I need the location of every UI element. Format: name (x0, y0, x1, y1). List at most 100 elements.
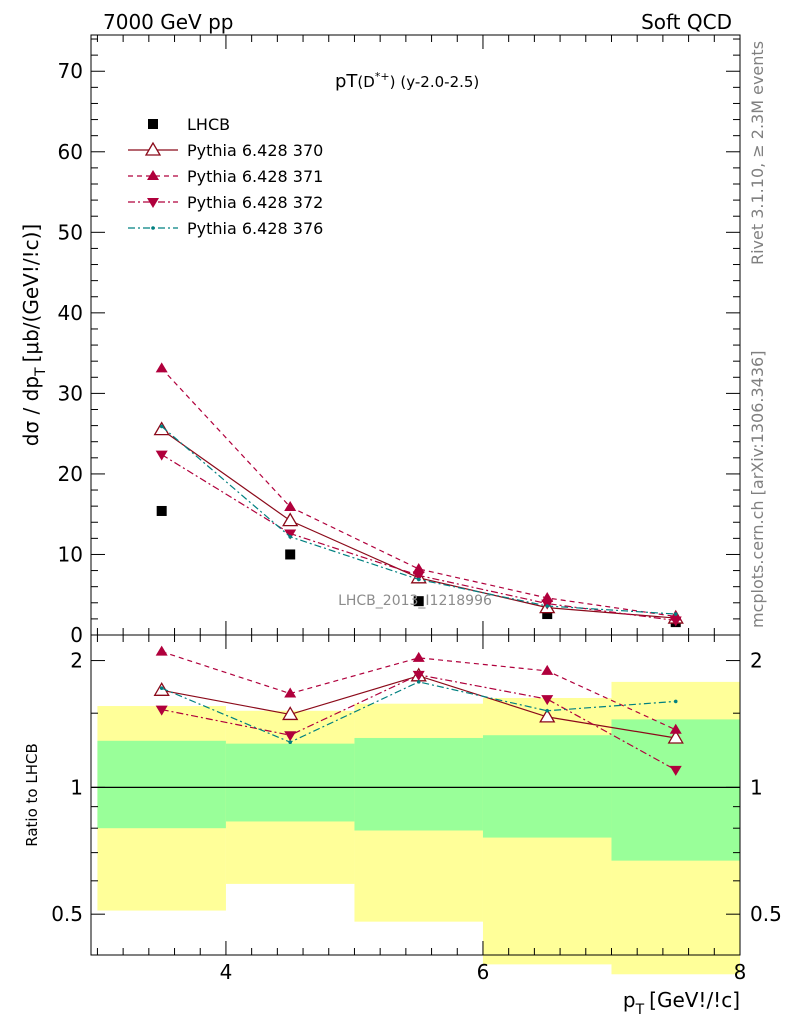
legend: LHCB Pythia 6.428 370 Pythia 6.428 371 Pyth… (128, 115, 323, 238)
main-data-point (155, 362, 168, 373)
legend-marker (148, 119, 158, 129)
ratio-data-point (159, 686, 164, 690)
ratio-data-point (282, 706, 299, 721)
main-marks (153, 362, 684, 628)
ratio-y-axis: 0.5 0.5 1 1 2 2 (51, 649, 782, 927)
main-data-point (673, 612, 678, 616)
legend-marker (151, 226, 155, 230)
main-series-line (161, 429, 676, 619)
main-y-tick-label: 20 (58, 462, 83, 486)
panel-title-paren-close: ) (390, 73, 396, 91)
main-y-tick-label: 70 (58, 59, 83, 83)
ratio-y-tick-label: 2 (70, 649, 83, 673)
ratio-data-point (155, 705, 168, 716)
ratio-y-axis-label: Ratio to LHCB (23, 743, 41, 847)
main-data-point (284, 529, 297, 540)
ratio-marks (153, 645, 684, 776)
main-y-tick-label: 50 (58, 220, 83, 244)
main-y-tick-label: 60 (58, 140, 83, 164)
ratio-data-point (284, 687, 297, 698)
main-data-point (413, 596, 424, 607)
main-data-point (284, 500, 297, 511)
main-ylabel-rest: [μb/(GeV!/!c)] (19, 224, 43, 363)
main-data-point (156, 505, 167, 516)
x-tick-label: 8 (734, 960, 747, 984)
main-y-tick-label: 40 (58, 301, 83, 325)
x-tick-label: 4 (220, 960, 233, 984)
legend-label: Pythia 6.428 372 (187, 193, 323, 212)
main-data-point (282, 512, 299, 527)
rivet-version-label: Rivet 3.1.10, ≥ 2.3M events (748, 41, 767, 265)
legend-label: Pythia 6.428 370 (187, 141, 323, 160)
panel-title-D: D (363, 73, 375, 91)
x-axis-label: pT [GeV!/!c] (623, 988, 740, 1018)
legend-label: Pythia 6.428 371 (187, 167, 323, 186)
main-data-point (669, 616, 682, 627)
ratio-data-point (541, 695, 554, 706)
x-tick-label: 6 (477, 960, 490, 984)
main-y-tick-label: 10 (58, 542, 83, 566)
main-ylabel-main: dσ / dp (19, 376, 43, 446)
main-data-point (288, 534, 292, 539)
ratio-band-1sigma (97, 740, 226, 829)
main-y-axis-label: dσ / dpT [μb/(GeV!/!c)] (19, 224, 49, 446)
main-data-point (541, 591, 554, 602)
legend-marker (147, 198, 159, 208)
legend-label: Pythia 6.428 376 (187, 219, 323, 238)
ratio-data-point (284, 731, 297, 742)
ratio-panel: 0.5 0.5 1 1 2 2 4 6 8 Ratio to LHCB pT [GeV!/!c] (23, 634, 782, 1018)
panel-title-main: pT (335, 71, 358, 92)
main-series-line (161, 425, 676, 615)
panel-title-paren-open: ( (357, 73, 363, 91)
main-ylabel-sub: T (33, 367, 49, 377)
main-data-point (159, 424, 164, 429)
ratio-band-1sigma (482, 735, 612, 838)
header-left: 7000 GeV pp (103, 10, 234, 34)
ratio-data-point (412, 651, 425, 662)
main-data-point (412, 562, 425, 573)
main-y-tick-label: 30 (58, 381, 83, 405)
ratio-data-point (541, 664, 554, 675)
panel-title-sup: *+ (375, 70, 390, 83)
ratio-data-point (539, 708, 556, 723)
ratio-data-point (416, 680, 421, 684)
ratio-bands (91, 681, 740, 975)
main-data-point (412, 571, 425, 582)
ratio-series-line (161, 651, 676, 731)
ratio-data-point (288, 740, 292, 745)
main-data-point (542, 609, 553, 620)
ratio-data-point (669, 723, 682, 734)
mcplots-label: mcplots.cern.ch [arXiv:1306.3436] (748, 351, 767, 628)
xlabel-sub: T (635, 1002, 645, 1018)
panel-title-rest: (y-2.0-2.5) (400, 73, 479, 91)
ratio-y-tick-label: 0.5 (51, 902, 83, 926)
header-right: Soft QCD (641, 10, 732, 34)
legend-marker (144, 141, 162, 156)
ratio-x-axis: 4 6 8 (96, 635, 747, 984)
panel-title: pT(D*+) (y-2.0-2.5) (335, 70, 479, 92)
main-data-point (155, 450, 168, 461)
ratio-frame (90, 634, 741, 956)
legend-label: LHCB (187, 115, 230, 134)
ratio-y-tick-label-right: 1 (750, 775, 763, 799)
main-data-point (153, 421, 170, 436)
ratio-data-point (673, 699, 678, 704)
xlabel-main: p (623, 988, 636, 1012)
ratio-y-tick-label-right: 0.5 (750, 902, 782, 926)
ratio-data-point (667, 729, 684, 744)
ratio-band-1sigma (225, 743, 355, 822)
ratio-data-point (669, 765, 682, 776)
main-y-axis: 0 10 20 30 40 50 60 70 (58, 35, 741, 647)
main-data-point (545, 604, 550, 608)
ratio-y-tick-label-right: 2 (750, 649, 763, 673)
ratio-data-point (545, 708, 550, 713)
ratio-data-point (412, 670, 425, 681)
main-panel: 0 10 20 30 40 50 60 70 pT(D*+) (y-2.0-2.5) LHCB_… (19, 34, 741, 647)
main-series-line (161, 368, 676, 618)
main-data-point (416, 577, 421, 582)
xlabel-rest: [GeV!/!c] (649, 988, 740, 1012)
legend-marker (147, 170, 159, 180)
ratio-data-point (155, 645, 168, 656)
ratio-y-tick-label: 1 (70, 775, 83, 799)
